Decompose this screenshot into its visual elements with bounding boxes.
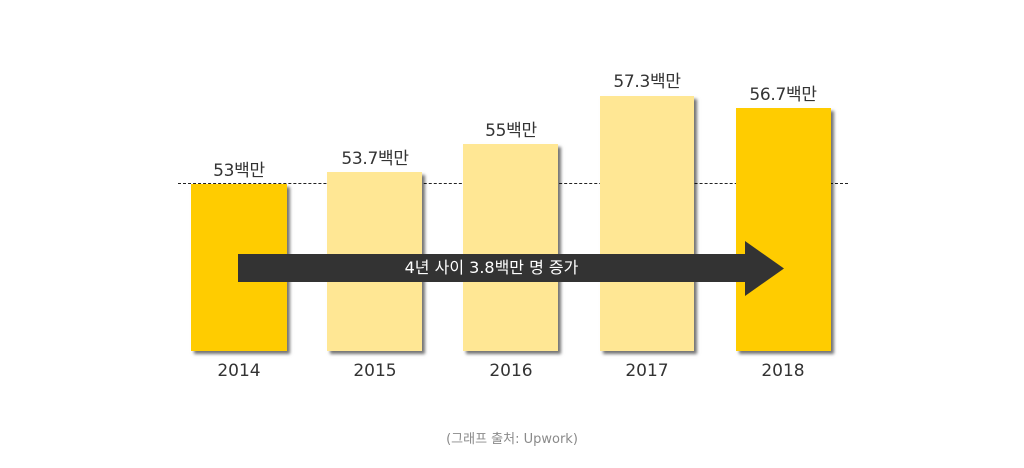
x-tick-2017: 2017	[625, 361, 669, 381]
bar-2017	[600, 96, 694, 351]
value-label-2014: 53백만	[213, 161, 265, 181]
x-tick-2016: 2016	[489, 361, 533, 381]
x-tick-2015: 2015	[353, 361, 397, 381]
value-label-2015: 53.7백만	[341, 149, 409, 169]
bar-2016	[463, 144, 558, 351]
value-label-2016: 55백만	[485, 121, 537, 141]
x-tick-2014: 2014	[217, 361, 261, 381]
bar-2018	[736, 108, 831, 351]
growth-annotation: 4년 사이 3.8백만 명 증가	[404, 258, 579, 277]
value-label-2018: 56.7백만	[749, 85, 817, 105]
value-label-2017: 57.3백만	[613, 72, 681, 92]
x-tick-2018: 2018	[761, 361, 805, 381]
chart-source-caption: (그래프 출처: Upwork)	[446, 432, 578, 447]
growth-arrow-icon	[238, 241, 784, 296]
